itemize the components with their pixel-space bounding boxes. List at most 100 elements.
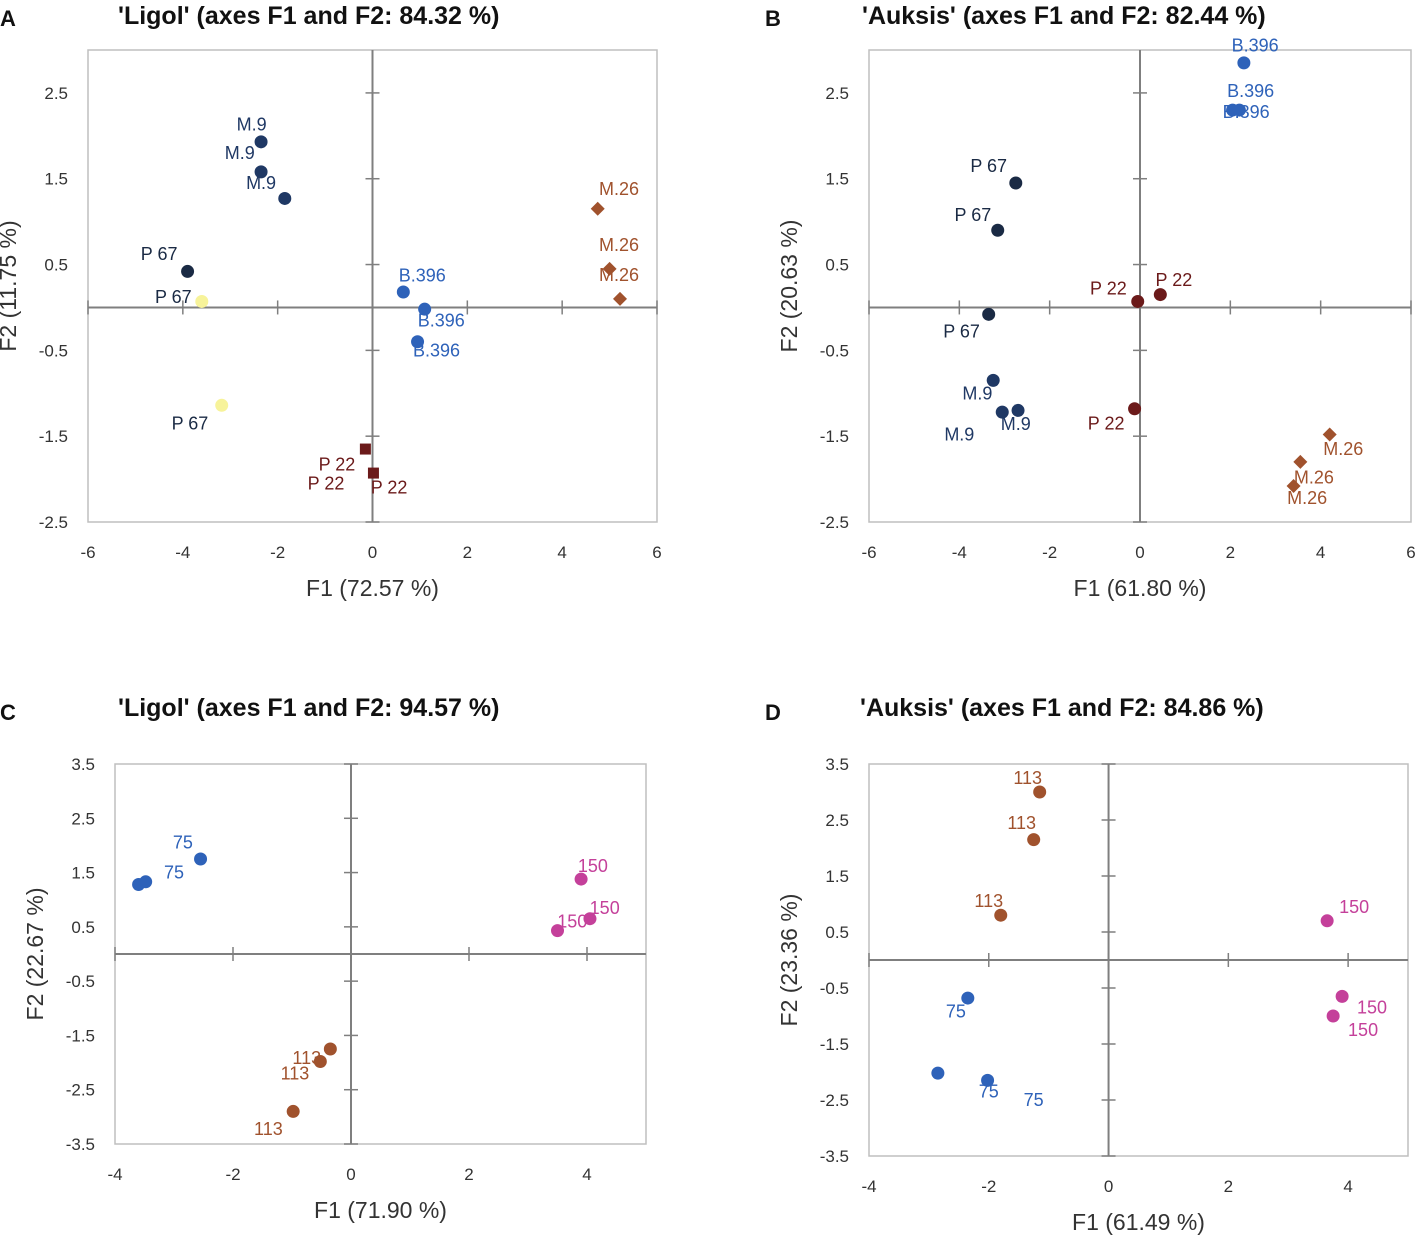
data-point <box>613 291 628 306</box>
data-point <box>574 872 588 886</box>
point-label: P 22 <box>319 455 356 475</box>
panel-a: A 'Ligol' (axes F1 and F2: 84.32 %) -2.5… <box>0 0 709 618</box>
x-tick-label: -4 <box>107 1165 122 1184</box>
y-tick-label: 0.5 <box>71 918 95 937</box>
point-label: M.26 <box>1323 439 1363 459</box>
data-point <box>313 1054 327 1068</box>
x-tick-label: 6 <box>1406 543 1415 562</box>
x-tick-label: 4 <box>1343 1177 1352 1196</box>
point-label: 113 <box>254 1119 283 1139</box>
x-axis-title: F1 (61.49 %) <box>1072 1209 1205 1235</box>
y-tick-label: 1.5 <box>825 867 849 886</box>
y-tick-label: -2.5 <box>820 1091 849 1110</box>
x-tick-label: -4 <box>861 1177 876 1196</box>
point-label: M.9 <box>237 115 267 135</box>
point-label: 113 <box>974 891 1003 911</box>
x-tick-label: 2 <box>1224 1177 1233 1196</box>
y-tick-label: 1.5 <box>44 170 68 189</box>
x-axis-title: F1 (71.90 %) <box>314 1197 447 1223</box>
data-point <box>139 875 153 889</box>
point-label: P 22 <box>308 473 345 493</box>
data-point <box>590 201 605 216</box>
data-point <box>1326 1009 1340 1023</box>
x-tick-label: -4 <box>175 543 190 562</box>
panel-letter: C <box>0 700 16 725</box>
data-point <box>323 1042 337 1056</box>
y-tick-label: -3.5 <box>820 1147 849 1166</box>
y-tick-label: 0.5 <box>825 923 849 942</box>
data-point <box>367 467 379 479</box>
data-point <box>1320 914 1334 928</box>
data-point <box>1033 785 1047 799</box>
point-label: M.9 <box>962 383 992 403</box>
panel-letter: D <box>765 700 781 725</box>
data-point <box>396 285 410 299</box>
point-label: B.396 <box>1232 36 1279 56</box>
panel-b: B 'Auksis' (axes F1 and F2: 82.44 %) -2.… <box>709 0 1418 618</box>
data-point <box>551 924 564 938</box>
point-label: P 67 <box>955 205 992 225</box>
data-point <box>1237 56 1251 70</box>
x-tick-label: 4 <box>557 543 566 562</box>
point-label: M.26 <box>599 235 639 255</box>
data-point <box>1027 833 1041 847</box>
point-label: 150 <box>590 898 620 918</box>
data-point <box>254 165 268 179</box>
x-tick-label: -2 <box>981 1177 996 1196</box>
point-label: P 22 <box>371 478 408 498</box>
y-tick-label: 3.5 <box>825 755 849 774</box>
data-point <box>1293 454 1308 469</box>
data-point <box>982 307 996 321</box>
point-label: B.396 <box>399 266 446 286</box>
point-label: P 67 <box>155 287 192 307</box>
point-label: 150 <box>1339 897 1369 917</box>
x-tick-label: -6 <box>80 543 95 562</box>
point-label: 75 <box>1024 1090 1044 1110</box>
data-point <box>931 1066 945 1080</box>
data-point <box>995 405 1009 419</box>
y-tick-label: 2.5 <box>825 84 849 103</box>
point-label: 113 <box>281 1063 310 1083</box>
point-label: P 67 <box>172 413 209 433</box>
data-point <box>602 261 617 276</box>
y-tick-label: -1.5 <box>820 1035 849 1054</box>
point-label: P 67 <box>970 156 1007 176</box>
data-point <box>981 1073 995 1087</box>
data-point <box>961 991 975 1005</box>
data-point <box>411 335 425 349</box>
y-axis-title: F2 (11.75 %) <box>0 220 21 351</box>
y-tick-label: -1.5 <box>820 427 849 446</box>
point-label: 75 <box>946 1002 966 1022</box>
point-label: P 22 <box>1090 279 1127 299</box>
x-axis-title: F1 (72.57 %) <box>306 575 439 601</box>
data-point <box>1286 478 1301 493</box>
scatter-plot-b: -2.5 -1.5 -0.5 0.5 1.5 2.5 -6 -4 -2 0 2 4 6 F1 (61.80… <box>776 36 1416 601</box>
scatter-plot-a: -2.5 -1.5 -0.5 0.5 1.5 2.5 -6 -4 -2 0 2 4 6 F1 (72.57… <box>0 49 662 601</box>
y-tick-label: -1.5 <box>66 1026 95 1045</box>
point-label: 150 <box>1348 1020 1378 1040</box>
x-tick-label: 0 <box>1104 1177 1113 1196</box>
x-tick-label: 6 <box>652 543 661 562</box>
chart-title: 'Ligol' (axes F1 and F2: 84.32 %) <box>118 2 500 30</box>
x-tick-label: 0 <box>368 543 377 562</box>
point-label: P 22 <box>1156 270 1193 290</box>
x-tick-label: 0 <box>1135 543 1144 562</box>
chart-title: 'Auksis' (axes F1 and F2: 82.44 %) <box>862 2 1266 30</box>
x-tick-label: -4 <box>952 543 967 562</box>
data-point <box>1335 989 1349 1003</box>
point-label: M.9 <box>1001 414 1031 434</box>
y-tick-label: 2.5 <box>71 809 95 828</box>
panel-letter: B <box>765 6 781 31</box>
scatter-plot-d: -3.5 -2.5 -1.5 -0.5 0.5 1.5 2.5 3.5 -4 -2 0 2 4 F1 (6… <box>776 755 1409 1235</box>
data-point <box>418 302 432 316</box>
chart-title: 'Ligol' (axes F1 and F2: 94.57 %) <box>118 694 500 722</box>
chart-title: 'Auksis' (axes F1 and F2: 84.86 %) <box>860 694 1264 722</box>
data-point <box>1322 427 1337 442</box>
point-label: M.26 <box>599 179 639 199</box>
data-point <box>195 294 209 308</box>
y-tick-label: 2.5 <box>825 811 849 830</box>
panel-c: C 'Ligol' (axes F1 and F2: 94.57 %) -3.5… <box>0 618 709 1236</box>
y-tick-label: 1.5 <box>71 864 95 883</box>
scatter-plot-c: -3.5 -2.5 -1.5 -0.5 0.5 1.5 2.5 3.5 -4 -2 0 2 4 F1 (7… <box>22 755 647 1223</box>
data-point <box>1232 103 1246 117</box>
